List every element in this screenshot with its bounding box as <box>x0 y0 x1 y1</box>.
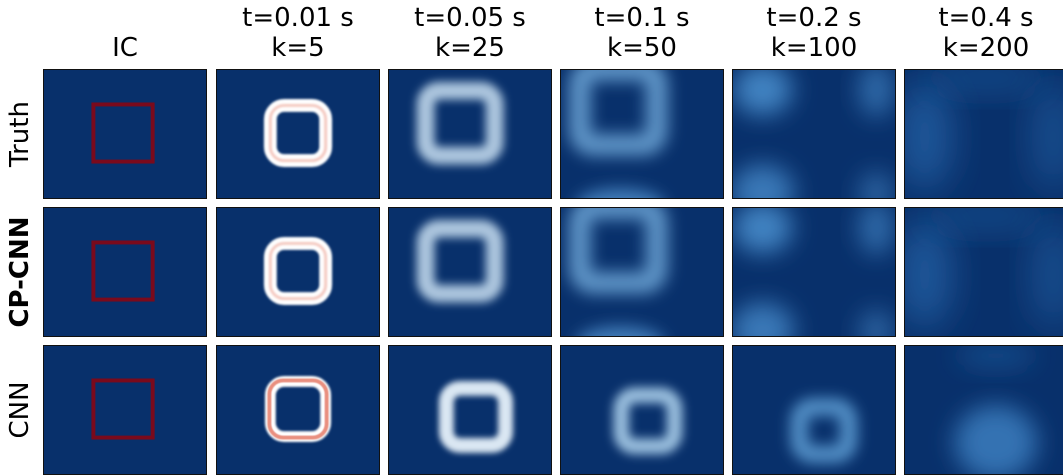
panel-0-4 <box>732 69 896 199</box>
field-heatmap <box>733 346 895 474</box>
diffusion-blob <box>905 220 953 330</box>
diffusion-ring <box>267 378 329 440</box>
field-heatmap <box>561 208 723 336</box>
row-label-text: CP-CNN <box>5 216 35 328</box>
diffusion-blob <box>926 208 1046 232</box>
panel-2-0 <box>43 345 207 475</box>
column-step-label: k=200 <box>942 33 1030 63</box>
field-heatmap <box>389 208 551 336</box>
diffusion-ring <box>416 219 504 303</box>
field-heatmap <box>561 346 723 474</box>
column-step-label: k=5 <box>271 33 325 63</box>
row-label-0: Truth <box>0 69 40 199</box>
diffusion-blob <box>905 82 953 192</box>
panel-1-0 <box>43 207 207 337</box>
diffusion-blob <box>733 208 793 254</box>
column-time-label <box>43 4 207 34</box>
row-label-text: Truth <box>5 101 35 167</box>
column-time-label: t=0.4 s <box>938 3 1034 33</box>
panel-2-1 <box>216 345 380 475</box>
panel-0-2 <box>388 69 552 199</box>
diffusion-blob <box>1031 82 1063 192</box>
diffusion-blob <box>858 70 895 118</box>
column-header-2: t=0.05 s k=25 <box>388 4 552 62</box>
diffusion-ring <box>268 103 328 163</box>
panel-2-3 <box>560 345 724 475</box>
panel-2-2 <box>388 345 552 475</box>
row-label-text: CNN <box>5 381 35 439</box>
panel-1-5 <box>904 207 1063 337</box>
field-heatmap <box>905 70 1063 198</box>
diffusion-ring <box>613 387 683 455</box>
diffusion-blob <box>858 171 895 198</box>
initial-condition-square <box>91 378 155 440</box>
panel-0-1 <box>216 69 380 199</box>
diffusion-blob <box>580 188 661 198</box>
panel-1-2 <box>388 207 552 337</box>
initial-condition-square <box>91 102 155 164</box>
panel-1-3 <box>560 207 724 337</box>
column-time-label: t=0.05 s <box>414 3 526 33</box>
field-heatmap <box>905 208 1063 336</box>
field-heatmap <box>733 70 895 198</box>
column-time-label: t=0.01 s <box>242 3 354 33</box>
panel-2-4 <box>732 345 896 475</box>
column-header-1: t=0.01 s k=5 <box>216 4 380 62</box>
column-step-label: k=50 <box>607 33 677 63</box>
column-step-label: IC <box>112 33 138 63</box>
field-heatmap <box>389 346 551 474</box>
column-step-label: k=25 <box>435 33 505 63</box>
field-heatmap <box>217 70 379 198</box>
panel-2-5 <box>904 345 1063 475</box>
diffusion-blob <box>733 70 793 116</box>
diffusion-ring <box>416 81 504 165</box>
field-heatmap <box>389 70 551 198</box>
diffusion-ring <box>568 70 668 156</box>
diffusion-blob <box>733 302 795 336</box>
panel-0-0 <box>43 69 207 199</box>
column-header-0: IC <box>43 4 207 62</box>
panel-0-5 <box>904 69 1063 199</box>
diffusion-blob <box>1031 220 1063 330</box>
row-label-2: CNN <box>0 345 40 475</box>
row-label-1: CP-CNN <box>0 207 40 337</box>
column-step-label: k=100 <box>770 33 858 63</box>
column-header-3: t=0.1 s k=50 <box>560 4 724 62</box>
diffusion-blob <box>733 164 795 198</box>
column-header-4: t=0.2 s k=100 <box>732 4 896 62</box>
panel-1-4 <box>732 207 896 337</box>
diffusion-ring <box>438 380 513 453</box>
diffusion-blob <box>956 346 1036 370</box>
field-heatmap <box>44 208 206 336</box>
diffusion-blob <box>580 326 661 336</box>
column-header-5: t=0.4 s k=200 <box>904 4 1063 62</box>
panel-1-1 <box>216 207 380 337</box>
field-heatmap <box>733 208 895 336</box>
field-heatmap <box>44 346 206 474</box>
diffusion-ring <box>568 208 668 294</box>
diffusion-blob <box>858 309 895 336</box>
diffusion-ring <box>790 398 858 464</box>
initial-condition-square <box>91 240 155 302</box>
field-heatmap <box>561 70 723 198</box>
diffusion-blob <box>926 70 1046 94</box>
column-time-label: t=0.1 s <box>594 3 690 33</box>
field-heatmap <box>905 346 1063 474</box>
diffusion-blob <box>858 208 895 256</box>
diffusion-ring <box>268 241 328 301</box>
panel-0-3 <box>560 69 724 199</box>
diffusion-blob <box>954 405 1038 474</box>
field-heatmap <box>44 70 206 198</box>
field-heatmap <box>217 208 379 336</box>
column-time-label: t=0.2 s <box>766 3 862 33</box>
field-heatmap <box>217 346 379 474</box>
